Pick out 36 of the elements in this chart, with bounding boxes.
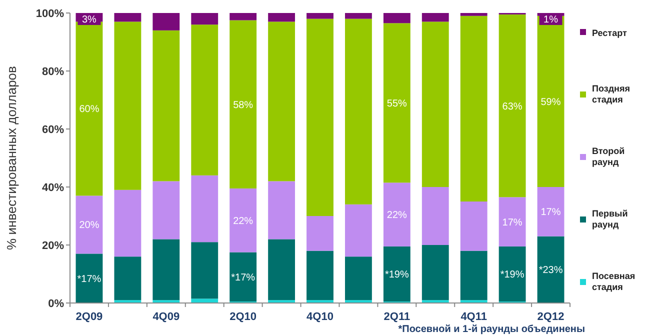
legend-label: Первый раунд	[592, 208, 628, 230]
data-label: 22%	[386, 210, 408, 222]
data-label: 20%	[79, 220, 100, 232]
data-label: *17%	[231, 272, 256, 284]
legend-label: Рестарт	[592, 28, 628, 38]
data-label: 22%	[233, 216, 254, 227]
x-tick-label: 4Q11	[460, 311, 487, 323]
x-tick-label: 4Q09	[152, 311, 180, 323]
legend-label: Второй раунд	[592, 146, 625, 167]
data-label: *17%	[77, 274, 102, 285]
data-label: 55%	[386, 98, 408, 110]
legend-label: Поздняя стадия	[592, 84, 630, 104]
data-label: 1%	[544, 14, 558, 26]
legend-label: Посевная стадия	[592, 271, 636, 292]
data-label: 17%	[540, 207, 561, 218]
text: *Посевной и 1-й раунды объединены	[398, 324, 585, 335]
data-label: 59%	[540, 96, 561, 108]
data-label: 63%	[502, 101, 522, 112]
y-tick-label: 20%	[42, 240, 64, 252]
y-tick-label: 0%	[48, 298, 64, 310]
data-label: 58%	[233, 100, 254, 111]
data-label: 17%	[502, 217, 522, 228]
x-tick-label: 4Q10	[306, 311, 334, 323]
y-tick-label: 100%	[36, 8, 64, 20]
y-tick-label: 80%	[42, 66, 64, 78]
data-label: *19%	[500, 270, 524, 280]
x-tick-label: 2Q11	[384, 311, 410, 323]
y-tick-label: 60%	[42, 124, 64, 136]
data-label: *23%	[538, 265, 563, 276]
x-tick-label: 2Q09	[76, 311, 103, 323]
data-label: *19%	[384, 270, 409, 280]
x-tick-label: 2Q10	[230, 311, 257, 323]
y-tick-label: 40%	[42, 182, 64, 194]
y-axis-title: % инвестированных долларов	[4, 66, 19, 250]
x-tick-label: 2Q12	[537, 311, 564, 323]
data-label: 60%	[79, 104, 100, 116]
